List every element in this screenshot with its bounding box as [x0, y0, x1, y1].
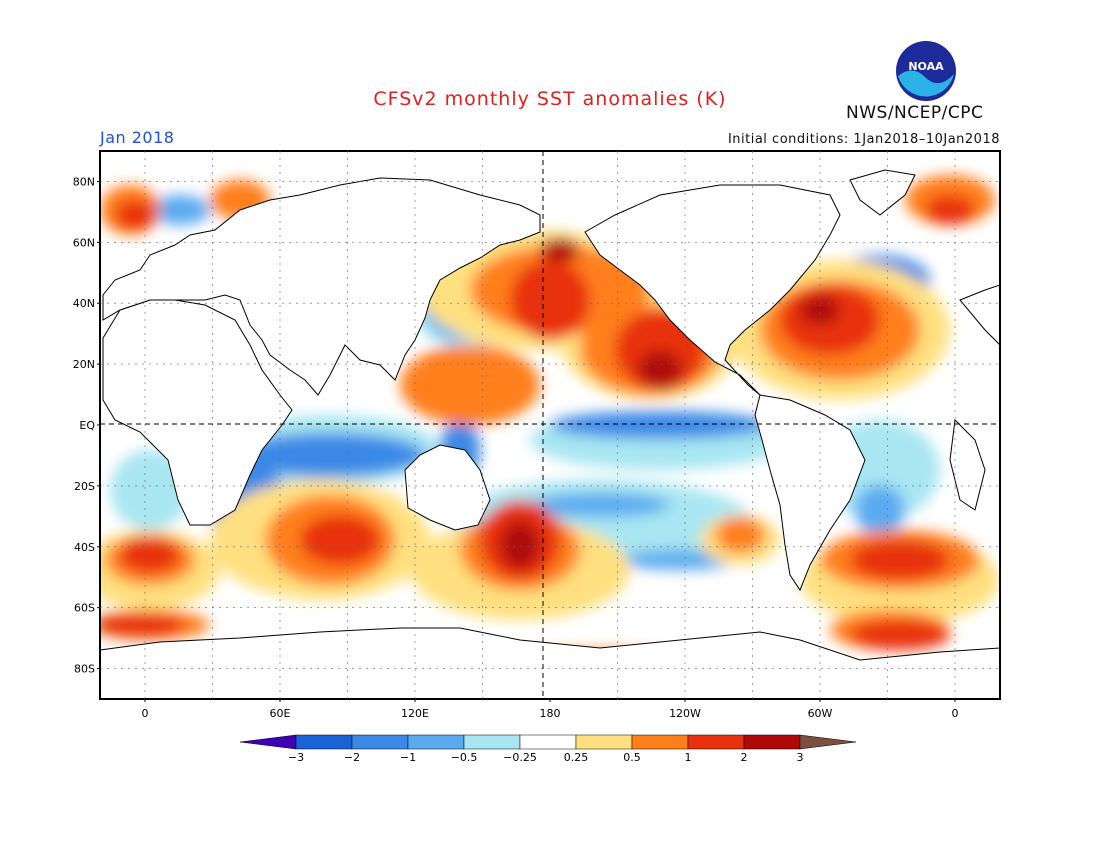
longitude-label: 0: [952, 707, 959, 720]
colorbar-label: −0.5: [451, 751, 478, 764]
colorbar-segment: [743, 734, 801, 750]
longitude-labels: 0 60E 120E 180 120W 60W 0: [142, 699, 959, 720]
colorbar-segment: [575, 734, 633, 750]
colorbar-label: −1: [400, 751, 416, 764]
colorbar-label: 3: [797, 751, 804, 764]
colorbar: −3 −2 −1 −0.5 −0.25 0.25 0.5 1 2 3: [239, 734, 857, 764]
latitude-label: EQ: [79, 419, 95, 432]
latitude-label: 80N: [73, 175, 95, 188]
colorbar-segment: [295, 734, 353, 750]
colorbar-segment: [519, 734, 577, 750]
longitude-label: 60E: [270, 707, 291, 720]
colorbar-arrow-low: [239, 734, 297, 750]
colorbar-segment: [351, 734, 409, 750]
anomaly-field: [100, 151, 1000, 699]
colorbar-label: 0.5: [623, 751, 641, 764]
colorbar-label: 0.25: [564, 751, 589, 764]
latitude-label: 60N: [73, 236, 95, 249]
chart-title: CFSv2 monthly SST anomalies (K): [373, 88, 727, 110]
longitude-label: 0: [142, 707, 149, 720]
colorbar-segment: [463, 734, 521, 750]
latitude-label: 80S: [74, 663, 95, 676]
latitude-label: 20S: [74, 480, 95, 493]
colorbar-label: −2: [344, 751, 360, 764]
latitude-labels: 80N 60N 40N 20N EQ 20S 40S 60S 80S: [73, 175, 100, 676]
agency-credit: NWS/NCEP/CPC: [846, 103, 984, 123]
colorbar-label: −3: [288, 751, 304, 764]
longitude-label: 120W: [669, 707, 701, 720]
colorbar-label: 2: [741, 751, 748, 764]
longitude-label: 180: [540, 707, 561, 720]
colorbar-segment: [687, 734, 745, 750]
colorbar-label: 1: [685, 751, 692, 764]
latitude-label: 20N: [73, 358, 95, 371]
colorbar-arrow-high: [799, 734, 857, 750]
forecast-month: Jan 2018: [100, 128, 175, 147]
graticule: [100, 151, 1000, 699]
colorbar-segment: [631, 734, 689, 750]
latitude-label: 40S: [74, 541, 95, 554]
latitude-label: 60S: [74, 602, 95, 615]
longitude-label: 120E: [401, 707, 429, 720]
latitude-label: 40N: [73, 297, 95, 310]
noaa-logo: NOAA: [896, 41, 956, 101]
initial-conditions: Initial conditions: 1Jan2018–10Jan2018: [727, 132, 1000, 147]
colorbar-label: −0.25: [503, 751, 537, 764]
noaa-logo-text: NOAA: [908, 60, 944, 73]
continents: [100, 169, 1000, 699]
longitude-label: 60W: [808, 707, 833, 720]
colorbar-segment: [407, 734, 465, 750]
